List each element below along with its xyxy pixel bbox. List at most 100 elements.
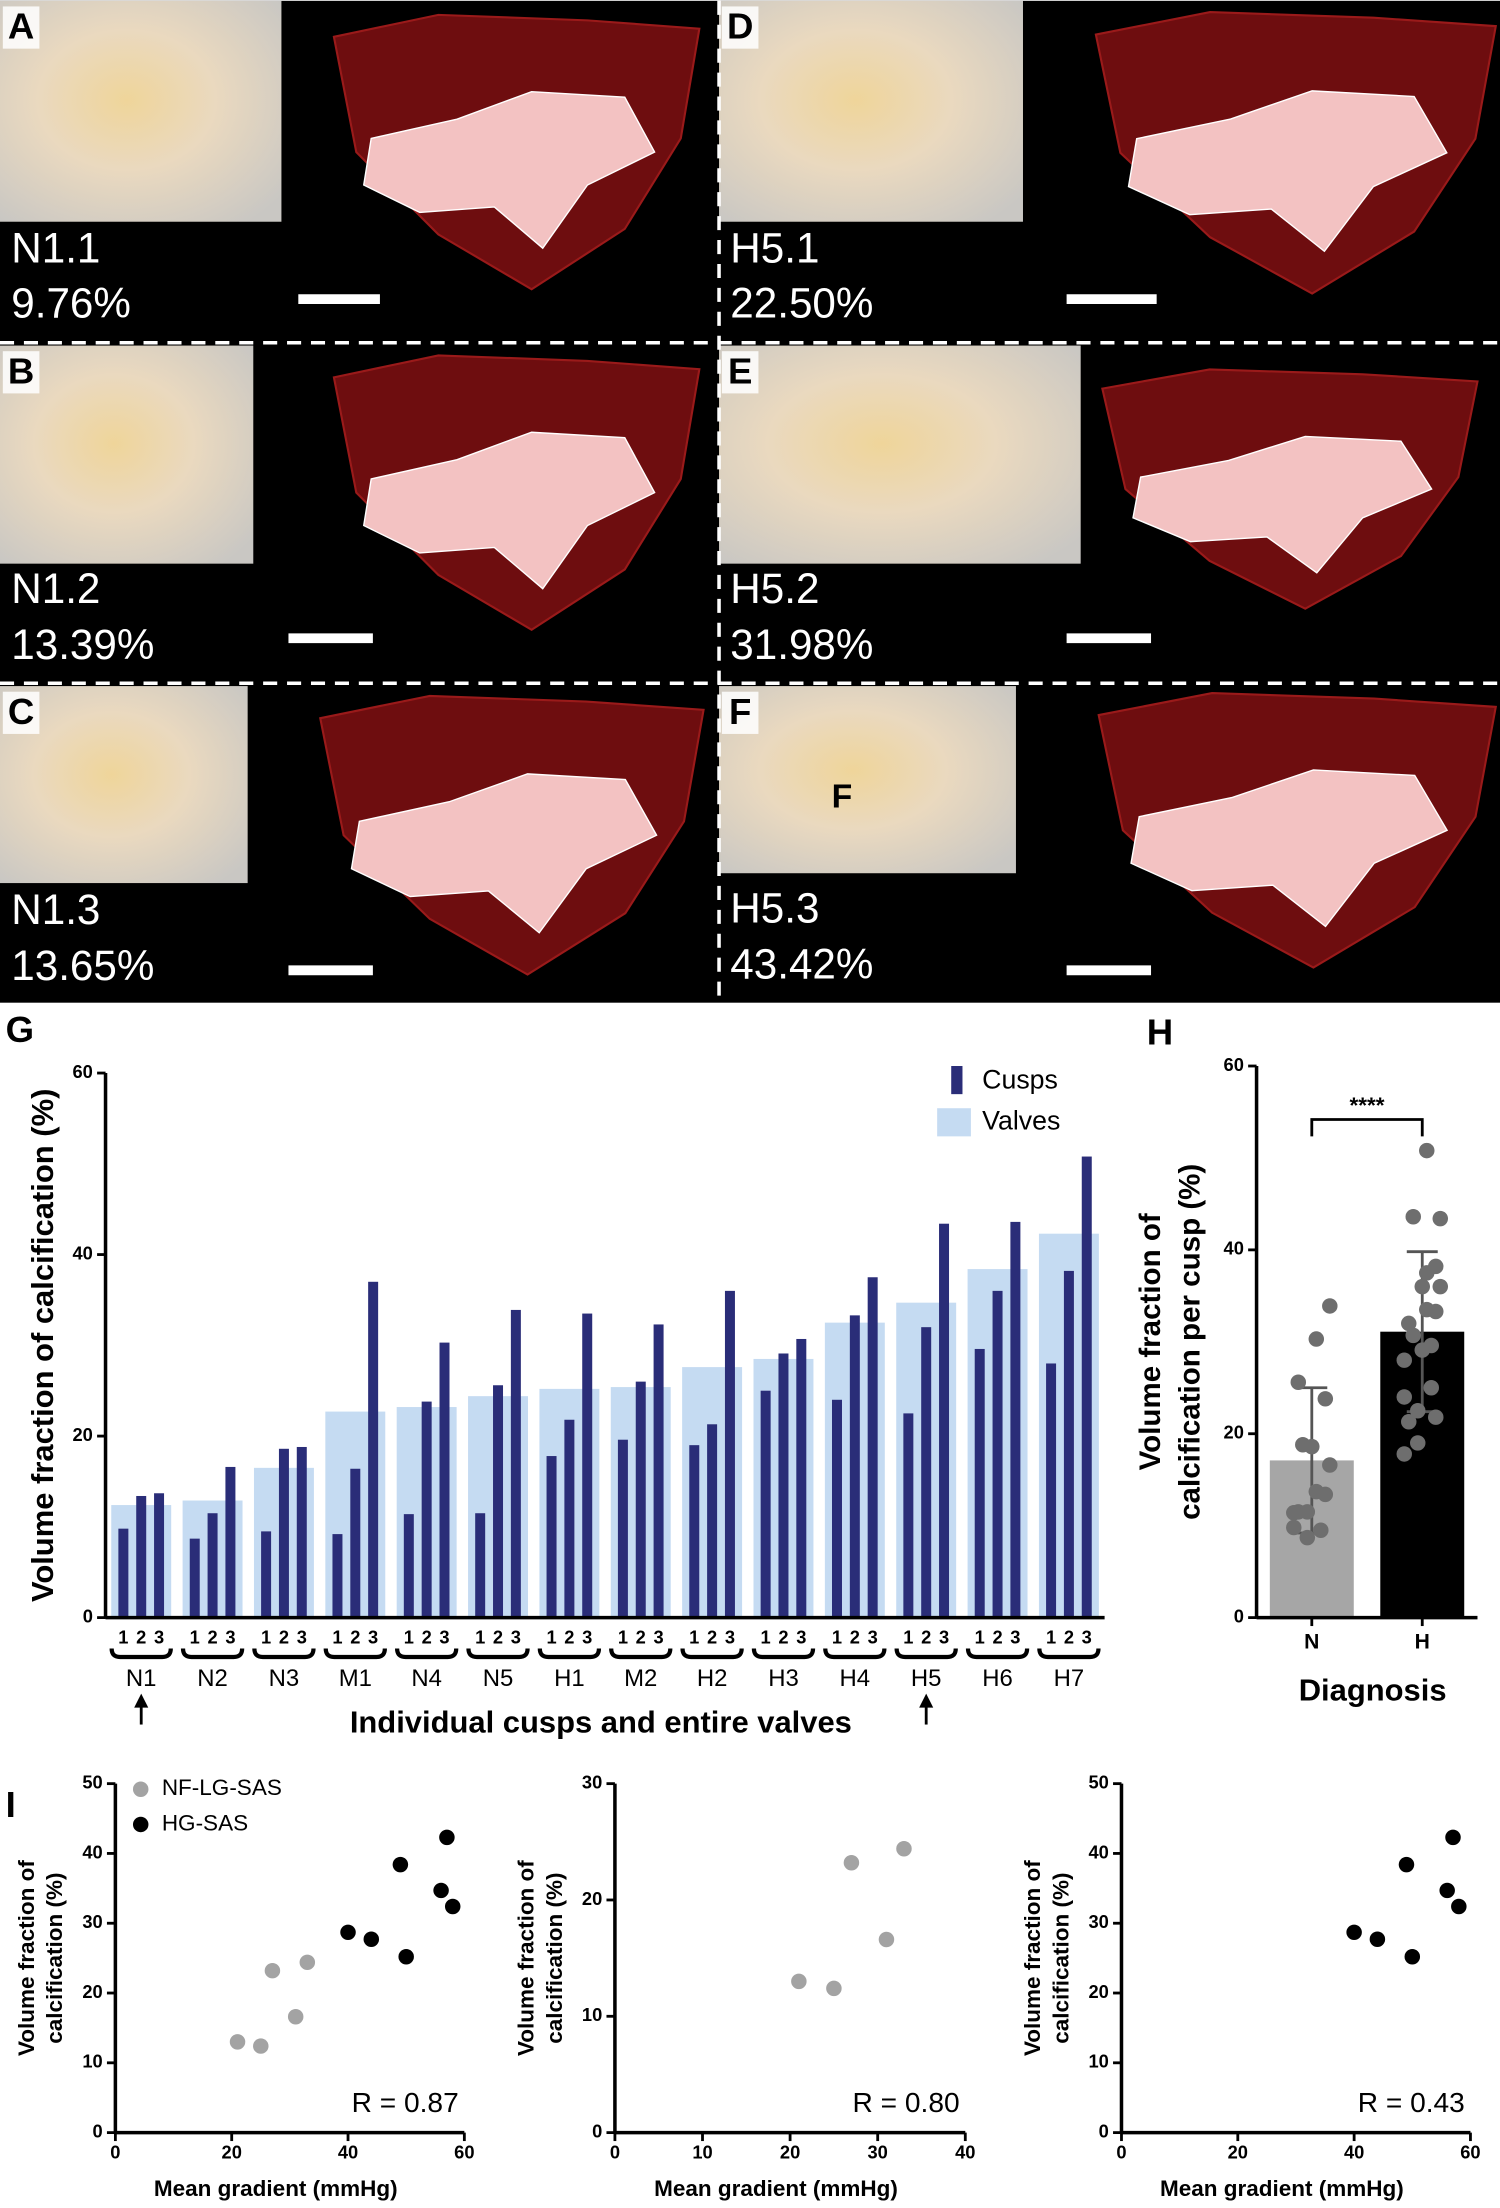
y-tick-label: 20 — [73, 1424, 93, 1445]
cusp-number: 1 — [546, 1627, 556, 1648]
sample-photo — [0, 686, 248, 884]
cusp-number: 1 — [1046, 1627, 1056, 1648]
legend-swatch — [937, 1108, 971, 1137]
cusp-number: 1 — [689, 1627, 699, 1648]
sample-name: H5.1 — [730, 224, 819, 271]
x-tick-label: N2 — [197, 1665, 228, 1692]
panel-letter: B — [8, 350, 34, 391]
x-tick-label: H2 — [697, 1665, 728, 1692]
data-point — [392, 1856, 409, 1873]
y-axis-label: calcification (%) — [542, 1872, 567, 2043]
y-tick-label: 0 — [93, 2120, 103, 2141]
data-point — [253, 2038, 269, 2054]
y-tick-label: 50 — [82, 1771, 102, 1792]
panel-letter-box — [2, 6, 40, 49]
x-axis-label: Diagnosis — [1299, 1672, 1447, 1707]
cusp-number: 2 — [136, 1627, 146, 1648]
panel-letter: D — [727, 6, 753, 47]
panel-letter-box — [2, 691, 40, 734]
x-axis-label: Mean gradient (mmHg) — [1160, 2176, 1404, 2201]
sample-photo — [0, 345, 254, 564]
data-point — [1423, 1337, 1440, 1354]
x-tick-label: 0 — [110, 2142, 120, 2163]
cusp-bar — [546, 1456, 557, 1618]
cusp-bar — [760, 1390, 771, 1618]
cusp-number: 2 — [422, 1627, 432, 1648]
data-point — [1432, 1210, 1449, 1227]
data-point — [1419, 1142, 1435, 1159]
cusp-number: 3 — [868, 1627, 878, 1648]
y-axis-label: Volume fraction of — [14, 1860, 39, 2056]
y-tick-label: 0 — [83, 1605, 93, 1626]
cusp-bar — [1046, 1363, 1057, 1618]
sample-name: H5.3 — [730, 884, 819, 931]
group-bracket — [109, 1648, 173, 1660]
x-tick-label: N4 — [411, 1665, 442, 1692]
legend-label: NF-LG-SAS — [162, 1775, 282, 1800]
cusp-bar — [831, 1399, 842, 1618]
cusp-bar — [136, 1495, 147, 1618]
calcification-render — [362, 431, 656, 590]
data-point — [1396, 1389, 1412, 1405]
panel-letter: F — [729, 691, 751, 732]
cusp-number: 1 — [903, 1627, 913, 1648]
calcification-fraction: 22.50% — [730, 279, 873, 326]
legend-label: Cusps — [982, 1065, 1058, 1095]
cusp-bar — [689, 1445, 700, 1618]
data-point — [1428, 1409, 1444, 1425]
cusp-bar — [867, 1277, 878, 1618]
data-point — [1410, 1435, 1426, 1451]
y-axis-label: calcification (%) — [42, 1872, 67, 2043]
cusp-bar — [403, 1514, 414, 1618]
panel-letter-box — [721, 6, 759, 49]
cusp-bar — [1010, 1221, 1021, 1618]
cusp-bar — [439, 1342, 450, 1618]
data-point — [444, 1898, 461, 1915]
group-bracket — [680, 1648, 744, 1660]
significance-bracket — [1310, 1118, 1424, 1137]
y-axis-label: Volume fraction of calcification (%) — [25, 1089, 60, 1602]
data-point — [1286, 1519, 1302, 1536]
cusp-bar — [1063, 1270, 1074, 1618]
y-tick-label: 60 — [1224, 1054, 1244, 1075]
y-tick-label: 20 — [582, 1888, 602, 1909]
y-tick-label: 30 — [82, 1911, 102, 1932]
correlation-label: R = 0.87 — [352, 2087, 459, 2118]
cusp-number: 3 — [654, 1627, 664, 1648]
sample-photo — [0, 0, 282, 222]
cusp-bar — [653, 1324, 664, 1618]
cusp-number: 2 — [850, 1627, 860, 1648]
cusp-number: 3 — [511, 1627, 521, 1648]
cusp-bar — [564, 1419, 575, 1618]
data-point — [264, 1962, 281, 1979]
data-point — [1414, 1278, 1430, 1295]
x-tick-label: 0 — [610, 2142, 620, 2163]
data-point — [1295, 1437, 1311, 1453]
cusp-bar — [707, 1424, 718, 1618]
x-tick-label: 10 — [692, 2142, 712, 2163]
data-point — [1398, 1856, 1415, 1873]
panel-letter-box — [721, 691, 759, 734]
data-point — [843, 1855, 860, 1871]
cusp-number: 3 — [725, 1627, 735, 1648]
data-point — [878, 1931, 895, 1948]
cusp-bar — [225, 1466, 236, 1618]
data-point — [1396, 1446, 1412, 1462]
data-point — [1401, 1315, 1417, 1332]
data-point — [340, 1924, 356, 1941]
data-point — [826, 1980, 842, 1997]
y-axis-label: calcification per cusp (%) — [1174, 1164, 1207, 1520]
data-point — [1439, 1882, 1455, 1899]
data-point — [1308, 1483, 1325, 1500]
x-tick-label: 60 — [454, 2142, 474, 2163]
cusp-bar — [903, 1413, 914, 1618]
data-point — [229, 2034, 246, 2050]
cusp-number: 3 — [582, 1627, 592, 1648]
y-tick-label: 10 — [582, 2004, 602, 2025]
calcification-fraction: 31.98% — [730, 621, 873, 668]
group-bracket — [823, 1648, 887, 1660]
legend-marker — [132, 1781, 149, 1798]
calcification-render — [362, 91, 656, 250]
data-point — [791, 1973, 807, 1990]
data-point — [1396, 1352, 1412, 1368]
